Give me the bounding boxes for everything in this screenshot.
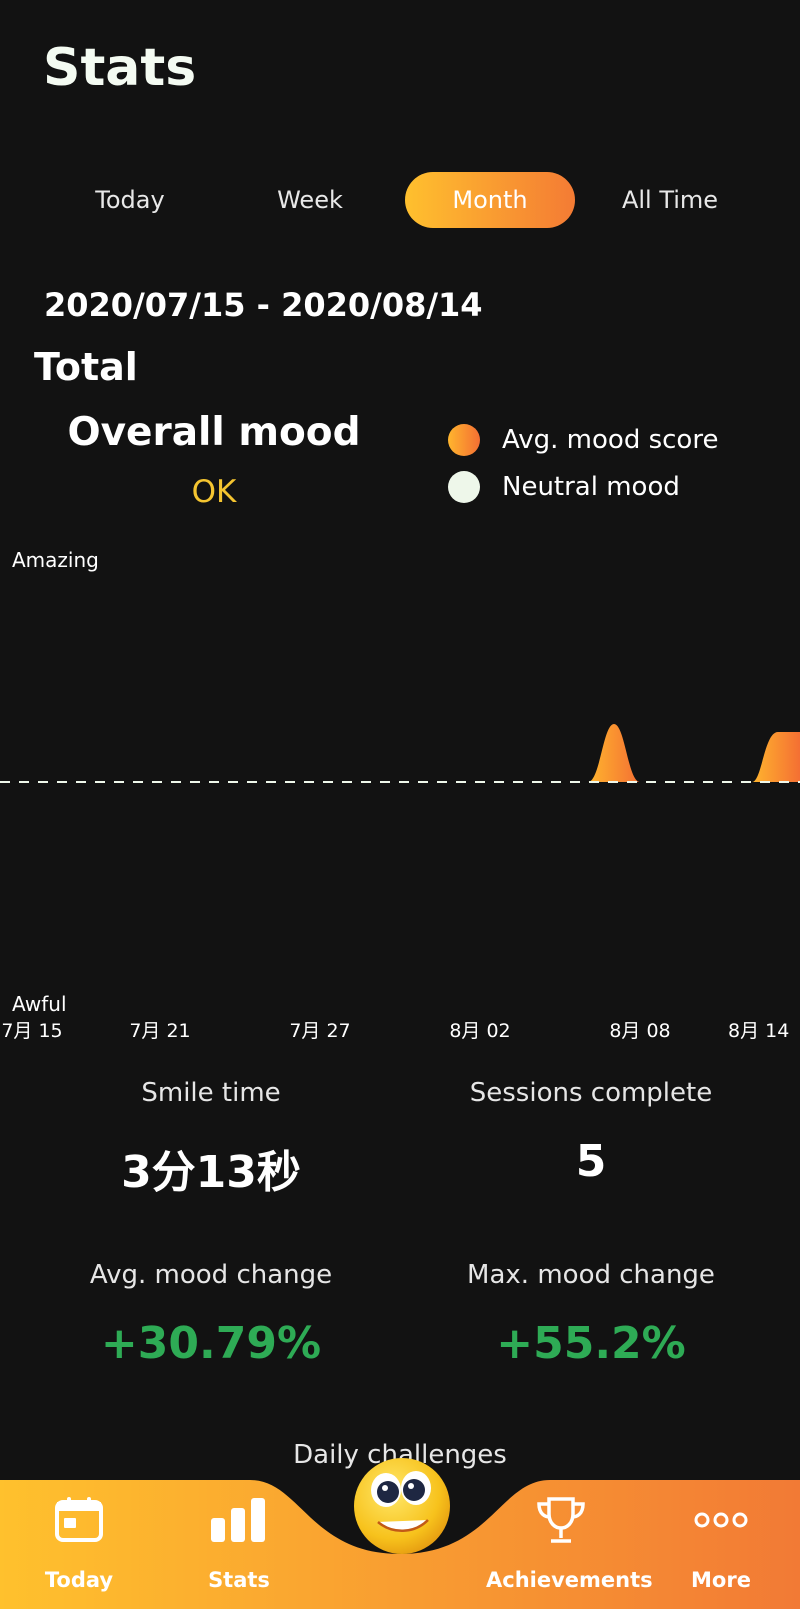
legend-avg-mood: Avg. mood score — [448, 424, 718, 456]
tab-bar-background — [0, 1480, 800, 1609]
max-mood-change-label: Max. mood change — [467, 1260, 715, 1290]
y-axis-bottom-label: Awful — [12, 992, 67, 1016]
nav-achievements[interactable]: Achievements — [486, 1470, 653, 1609]
overall-mood-title: Overall mood — [67, 410, 361, 455]
x-tick-label: 8月 02 — [449, 1020, 511, 1042]
tab-month[interactable]: Month — [405, 172, 575, 228]
sessions-label: Sessions complete — [469, 1078, 713, 1108]
x-tick-label: 8月 14 — [728, 1020, 790, 1042]
overall-mood-value: OK — [191, 474, 237, 510]
x-tick-label: 7月 27 — [289, 1020, 351, 1042]
x-tick-label: 8月 08 — [609, 1020, 671, 1042]
max-mood-change-value: +55.2% — [496, 1318, 686, 1369]
legend-neutral-dot — [448, 471, 480, 503]
page-title: Stats — [43, 38, 197, 98]
x-tick-label: 7月 15 — [1, 1020, 63, 1042]
period-tabs: Today Week Month All Time — [45, 172, 755, 228]
x-tick-label: 7月 21 — [129, 1020, 191, 1042]
tab-all-time[interactable]: All Time — [621, 186, 719, 214]
tab-today[interactable]: Today — [95, 186, 165, 214]
avg-mood-change-value: +30.79% — [100, 1318, 322, 1369]
date-range: 2020/07/15 - 2020/08/14 — [44, 286, 483, 324]
sessions-value: 5 — [575, 1136, 607, 1187]
legend-neutral-mood: Neutral mood — [448, 471, 680, 503]
y-axis-top-label: Amazing — [12, 548, 99, 572]
nav-more[interactable]: More — [646, 1470, 796, 1609]
section-title: Total — [34, 345, 138, 389]
smile-time-label: Smile time — [141, 1078, 281, 1108]
avg-mood-change-label: Avg. mood change — [89, 1260, 333, 1290]
more-icon — [694, 1512, 748, 1528]
smile-time-value: 3分13秒 — [121, 1147, 301, 1198]
mascot-smiley-icon[interactable] — [350, 1452, 454, 1556]
mood-chart — [0, 724, 800, 783]
legend-avg-dot — [448, 424, 480, 456]
calendar-icon — [55, 1497, 103, 1542]
trophy-icon — [537, 1497, 585, 1543]
nav-more-label: More — [691, 1568, 751, 1592]
legend-avg-label: Avg. mood score — [502, 425, 719, 455]
nav-stats[interactable]: Stats — [164, 1470, 314, 1609]
tab-week[interactable]: Week — [277, 186, 343, 214]
mood-peak-1 — [588, 724, 640, 782]
nav-achievements-label: Achievements — [486, 1568, 653, 1592]
bottom-tab-bar: Today Stats Achievements More — [0, 1470, 800, 1609]
nav-today-label: Today — [44, 1568, 114, 1592]
legend-neutral-label: Neutral mood — [502, 472, 680, 502]
nav-today[interactable]: Today — [4, 1470, 154, 1609]
nav-stats-label: Stats — [208, 1568, 270, 1592]
bar-chart-icon — [211, 1498, 265, 1542]
mood-peak-2 — [752, 732, 800, 782]
